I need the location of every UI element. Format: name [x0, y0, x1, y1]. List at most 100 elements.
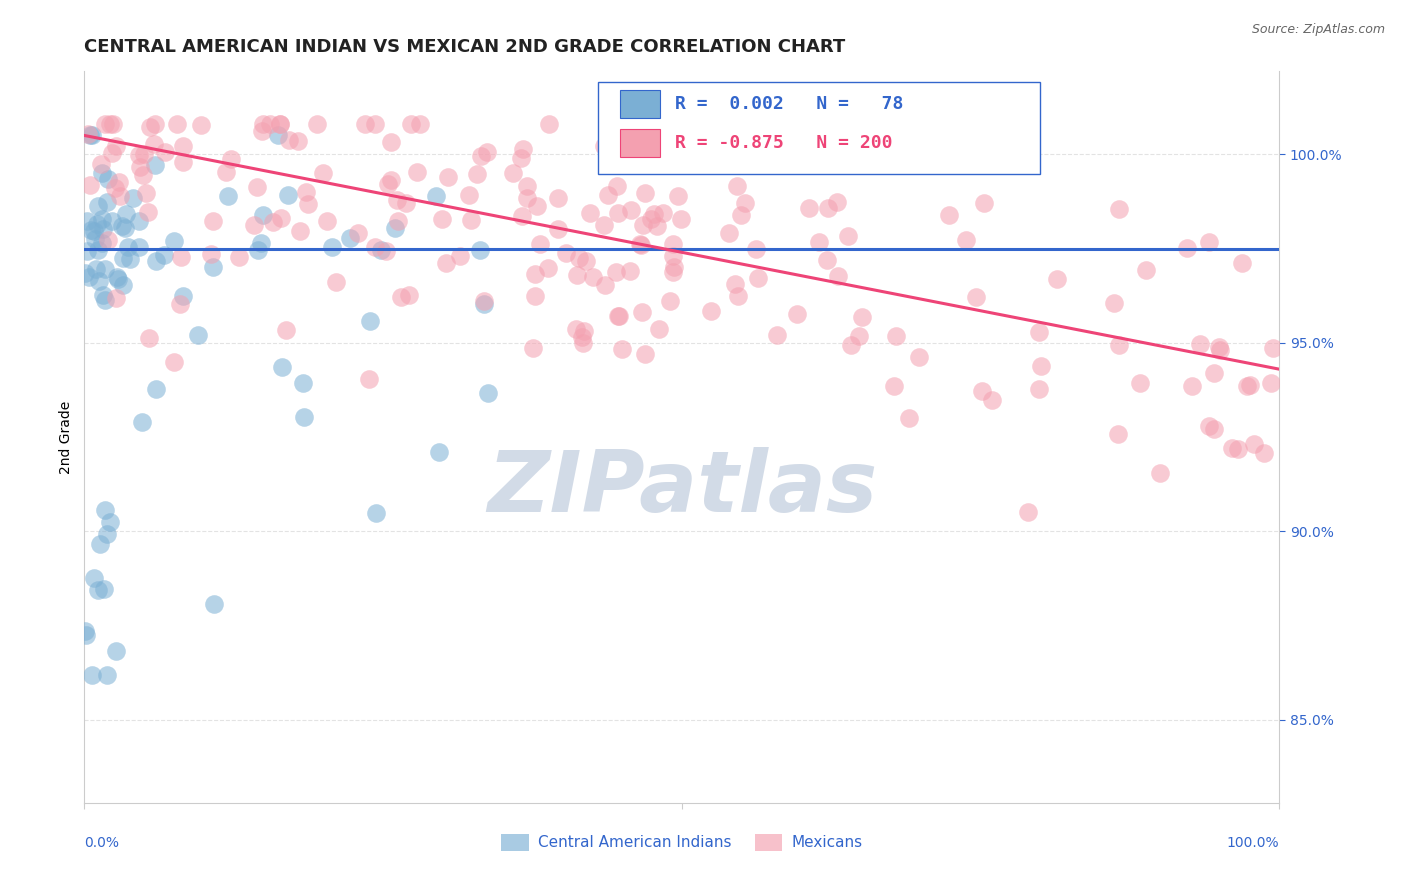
- Point: [377, 177, 399, 191]
- Point: [91, 211, 114, 226]
- Point: [427, 444, 450, 458]
- Point: [339, 231, 361, 245]
- Point: [132, 146, 155, 161]
- Point: [662, 260, 685, 274]
- Point: [269, 117, 291, 131]
- Point: [354, 117, 377, 131]
- Point: [610, 342, 633, 356]
- Point: [76, 127, 98, 141]
- Point: [470, 148, 492, 162]
- Point: [662, 265, 685, 279]
- Point: [883, 378, 905, 392]
- Point: [1028, 325, 1050, 339]
- Point: [522, 341, 544, 355]
- Point: [1198, 419, 1220, 434]
- Point: [359, 371, 381, 385]
- Point: [973, 195, 995, 210]
- Point: [671, 212, 693, 227]
- Point: [96, 527, 118, 541]
- Point: [555, 246, 578, 260]
- Point: [734, 196, 756, 211]
- Point: [292, 410, 315, 425]
- Point: [634, 186, 657, 201]
- Point: [170, 250, 193, 264]
- Point: [1243, 437, 1265, 451]
- Point: [104, 139, 127, 153]
- Point: [700, 304, 723, 318]
- Point: [631, 218, 654, 232]
- Point: [219, 152, 242, 166]
- Point: [91, 287, 114, 301]
- Point: [250, 235, 273, 250]
- Point: [79, 128, 101, 143]
- Point: [84, 262, 107, 277]
- Point: [228, 250, 250, 264]
- Point: [387, 213, 409, 227]
- Point: [1046, 272, 1069, 286]
- Text: R = -0.875   N = 200: R = -0.875 N = 200: [675, 134, 893, 152]
- Point: [139, 120, 162, 134]
- Point: [449, 249, 471, 263]
- Point: [1230, 256, 1253, 270]
- Point: [90, 166, 112, 180]
- Point: [190, 118, 212, 132]
- Point: [645, 219, 668, 234]
- Point: [1029, 359, 1052, 374]
- Point: [1236, 378, 1258, 392]
- Point: [97, 233, 120, 247]
- Point: [75, 266, 97, 280]
- Point: [825, 195, 848, 210]
- Point: [837, 228, 859, 243]
- Point: [567, 251, 589, 265]
- Point: [290, 224, 312, 238]
- Point: [406, 165, 429, 179]
- Point: [730, 208, 752, 222]
- Point: [387, 193, 409, 207]
- Point: [105, 644, 128, 658]
- Point: [582, 270, 605, 285]
- Point: [145, 254, 167, 268]
- Text: CENTRAL AMERICAN INDIAN VS MEXICAN 2ND GRADE CORRELATION CHART: CENTRAL AMERICAN INDIAN VS MEXICAN 2ND G…: [84, 38, 845, 56]
- Point: [436, 256, 458, 270]
- Point: [606, 206, 628, 220]
- Point: [252, 208, 274, 222]
- Point: [104, 291, 127, 305]
- Point: [1102, 296, 1125, 310]
- Point: [648, 321, 671, 335]
- Point: [117, 240, 139, 254]
- Point: [567, 268, 589, 283]
- Point: [981, 392, 1004, 407]
- Text: Source: ZipAtlas.com: Source: ZipAtlas.com: [1251, 23, 1385, 37]
- Point: [409, 117, 432, 131]
- Point: [131, 415, 153, 429]
- Point: [277, 187, 299, 202]
- Point: [242, 218, 264, 232]
- Point: [114, 207, 136, 221]
- Point: [510, 151, 533, 165]
- Point: [321, 240, 343, 254]
- Point: [468, 243, 491, 257]
- Point: [851, 310, 873, 324]
- Point: [297, 197, 319, 211]
- Point: [107, 272, 129, 286]
- Point: [128, 160, 150, 174]
- Point: [94, 117, 117, 131]
- Legend: Central American Indians, Mexicans: Central American Indians, Mexicans: [495, 828, 869, 857]
- Point: [346, 226, 368, 240]
- Point: [96, 667, 118, 681]
- Point: [101, 213, 124, 227]
- Point: [90, 156, 112, 170]
- Point: [246, 244, 269, 258]
- Point: [666, 155, 689, 169]
- Point: [592, 218, 614, 232]
- Point: [107, 175, 129, 189]
- Point: [1107, 427, 1129, 442]
- Point: [163, 235, 186, 249]
- Point: [472, 293, 495, 308]
- Point: [111, 219, 134, 234]
- Point: [114, 221, 136, 235]
- Point: [389, 289, 412, 303]
- Point: [458, 188, 481, 202]
- Point: [640, 211, 662, 226]
- Point: [252, 117, 274, 131]
